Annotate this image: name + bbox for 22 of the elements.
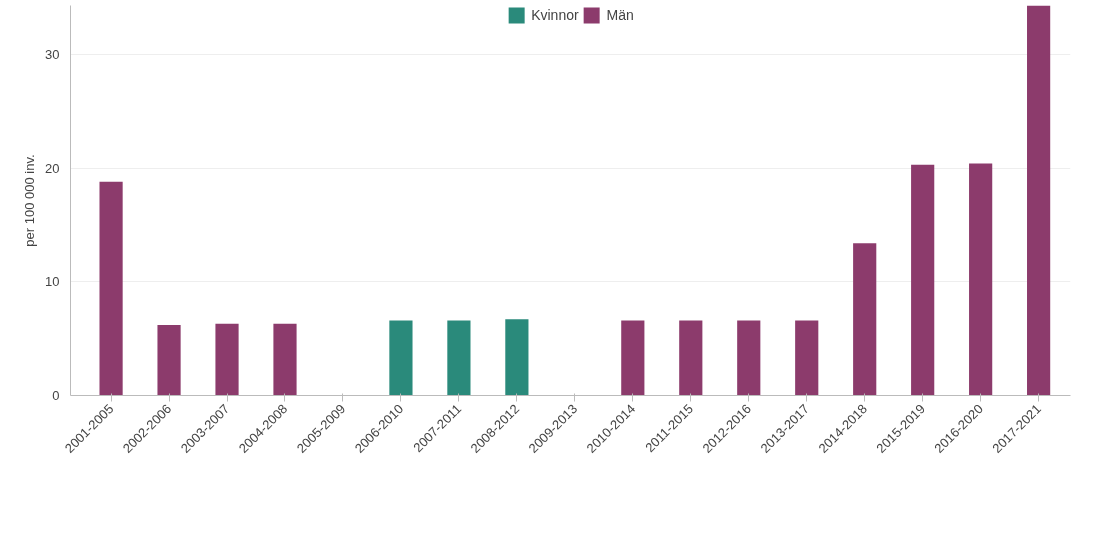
bar [795, 320, 819, 396]
bar [1027, 5, 1051, 396]
y-tick-label: 0 [52, 388, 60, 403]
bar [853, 243, 877, 396]
bar [737, 320, 761, 396]
bar [157, 325, 181, 396]
bar [505, 319, 529, 396]
bar [215, 323, 239, 396]
bar [389, 320, 413, 396]
bar [911, 164, 935, 396]
legend-label: Män [606, 7, 634, 23]
bar [969, 163, 993, 396]
bar [273, 323, 297, 396]
y-tick-label: 10 [45, 274, 60, 290]
y-axis-title: per 100 000 inv. [22, 154, 38, 247]
bar [679, 320, 703, 396]
bar [621, 320, 645, 396]
bar [447, 320, 471, 396]
bar [99, 181, 123, 396]
y-tick-label: 20 [45, 160, 60, 176]
legend-label: Kvinnor [531, 7, 579, 23]
y-tick-label: 30 [45, 46, 60, 62]
